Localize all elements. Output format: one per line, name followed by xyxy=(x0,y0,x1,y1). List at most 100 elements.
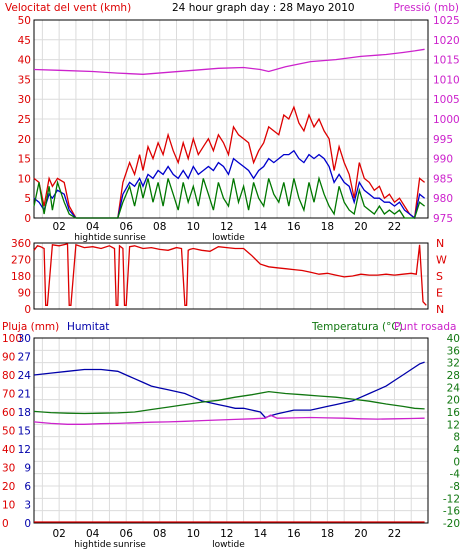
hightide-marker-label: hightide xyxy=(74,233,111,243)
compass-label: N xyxy=(436,237,444,250)
x-tick-label: 16 xyxy=(287,528,301,540)
x-tick-label: 04 xyxy=(86,221,100,233)
compass-label: N xyxy=(436,303,444,316)
humidity-tick-label: 27 xyxy=(18,352,31,364)
x-tick-label: 08 xyxy=(153,528,166,540)
x-tick-label: 14 xyxy=(254,528,268,540)
pressure-tick-label: 1000 xyxy=(433,114,460,126)
temperature-tick-label: -16 xyxy=(443,506,460,518)
humidity-tick-label: 9 xyxy=(24,463,31,475)
pressure-tick-label: 1025 xyxy=(433,15,460,27)
lowtide-marker-label: lowtide xyxy=(212,233,245,243)
temperature-tick-label: 24 xyxy=(447,382,461,394)
wind-tick-label: 25 xyxy=(18,114,31,126)
temperature-tick-label: 16 xyxy=(447,407,461,419)
x-tick-label: 10 xyxy=(187,221,200,233)
x-tick-label: 14 xyxy=(254,221,268,233)
temperature-tick-label: 40 xyxy=(447,333,460,345)
pressure-tick-label: 1020 xyxy=(433,35,460,47)
rain-tick-label: 0 xyxy=(2,518,9,530)
rain-tick-label: 30 xyxy=(2,463,15,475)
wind-tick-label: 50 xyxy=(18,15,31,27)
rain-tick-label: 40 xyxy=(2,444,15,456)
pressure-tick-label: 1015 xyxy=(433,55,460,67)
temperature-tick-label: 28 xyxy=(447,370,460,382)
direction-tick-label: 270 xyxy=(11,255,31,267)
direction-tick-label: 180 xyxy=(11,271,31,283)
compass-label: S xyxy=(436,270,443,283)
humidity-tick-label: 18 xyxy=(18,407,31,419)
humidity-tick-label: 6 xyxy=(24,481,31,493)
direction-tick-label: 0 xyxy=(24,304,31,316)
rain-tick-label: 10 xyxy=(2,500,15,512)
direction-tick-label: 90 xyxy=(18,288,31,300)
x-tick-label: 02 xyxy=(52,528,65,540)
temperature-plot-frame xyxy=(33,337,429,524)
pressure-tick-label: 985 xyxy=(433,173,453,185)
rain-tick-label: 90 xyxy=(2,352,15,364)
direction-plot-frame xyxy=(33,242,429,310)
rain-tick-label: 50 xyxy=(2,426,15,438)
chart-title: 24 hour graph day : 28 Mayo 2010 xyxy=(172,2,355,14)
compass-label: E xyxy=(436,287,443,300)
temperature-humidity-panel: Pluja (mm) Humitat Temperatura (°C) Punt… xyxy=(2,321,460,550)
humidity-tick-label: 15 xyxy=(18,426,31,438)
rain-tick-label: 80 xyxy=(2,370,15,382)
x-tick-label: 06 xyxy=(120,528,134,540)
rain-axis-label: Pluja (mm) xyxy=(2,321,59,333)
avg-series-line xyxy=(33,175,425,219)
rain-tick-label: 100 xyxy=(2,333,22,345)
dewpoint-series-line xyxy=(33,414,425,425)
temperature-tick-label: -20 xyxy=(443,518,460,530)
pressure-tick-label: 980 xyxy=(433,193,453,205)
wind-tick-label: 30 xyxy=(18,94,31,106)
humidity-tick-label: 30 xyxy=(18,333,31,345)
rain-tick-label: 70 xyxy=(2,389,15,401)
wind-tick-label: 0 xyxy=(24,213,31,225)
x-tick-label: 06 xyxy=(120,221,134,233)
pressure-tick-label: 1005 xyxy=(433,94,460,106)
compass-label: W xyxy=(436,254,447,267)
wind-tick-label: 20 xyxy=(18,134,31,146)
sunrise-marker-label: sunrise xyxy=(113,233,146,243)
x-tick-label: 02 xyxy=(52,221,65,233)
humidity-series-line xyxy=(33,361,425,419)
x-tick-label: 22 xyxy=(388,221,401,233)
wind-pressure-panel: Velocitat del vent (kmh) 24 hour graph d… xyxy=(5,2,460,243)
x-tick-label: 04 xyxy=(86,528,100,540)
humidity-tick-label: 24 xyxy=(18,370,32,382)
humidity-tick-label: 0 xyxy=(24,518,31,530)
wind-tick-label: 40 xyxy=(18,55,31,67)
wind-tick-label: 5 xyxy=(24,193,31,205)
temperature-series-line xyxy=(33,390,425,415)
temperature-tick-label: 36 xyxy=(447,345,461,357)
hightide-marker-label: hightide xyxy=(74,540,111,550)
wind-series-line xyxy=(33,105,426,220)
x-tick-label: 12 xyxy=(220,221,233,233)
wind-tick-label: 45 xyxy=(18,35,31,47)
humidity-tick-label: 3 xyxy=(24,500,31,512)
temperature-tick-label: -8 xyxy=(450,481,460,493)
x-tick-label: 20 xyxy=(354,221,367,233)
direction-series-line xyxy=(33,243,427,306)
pressure-tick-label: 975 xyxy=(433,213,453,225)
sunrise-marker-label: sunrise xyxy=(113,540,146,550)
rain-tick-label: 60 xyxy=(2,407,15,419)
humidity-tick-label: 21 xyxy=(18,389,31,401)
x-tick-label: 18 xyxy=(321,528,334,540)
temperature-tick-label: 8 xyxy=(453,432,460,444)
wind-plot-frame xyxy=(33,19,429,219)
pressure-axis-label: Pressió (mb) xyxy=(394,2,459,14)
wind-tick-label: 35 xyxy=(18,74,31,86)
dewpoint-axis-label: Punt rosada xyxy=(394,321,456,333)
x-tick-label: 18 xyxy=(321,221,334,233)
pressure-tick-label: 1010 xyxy=(433,74,460,86)
temperature-tick-label: 12 xyxy=(447,419,460,431)
wind-tick-label: 15 xyxy=(18,154,31,166)
temperature-tick-label: 20 xyxy=(447,395,460,407)
direction-tick-label: 360 xyxy=(11,238,31,250)
x-tick-label: 12 xyxy=(220,528,233,540)
rain-tick-label: 20 xyxy=(2,481,15,493)
